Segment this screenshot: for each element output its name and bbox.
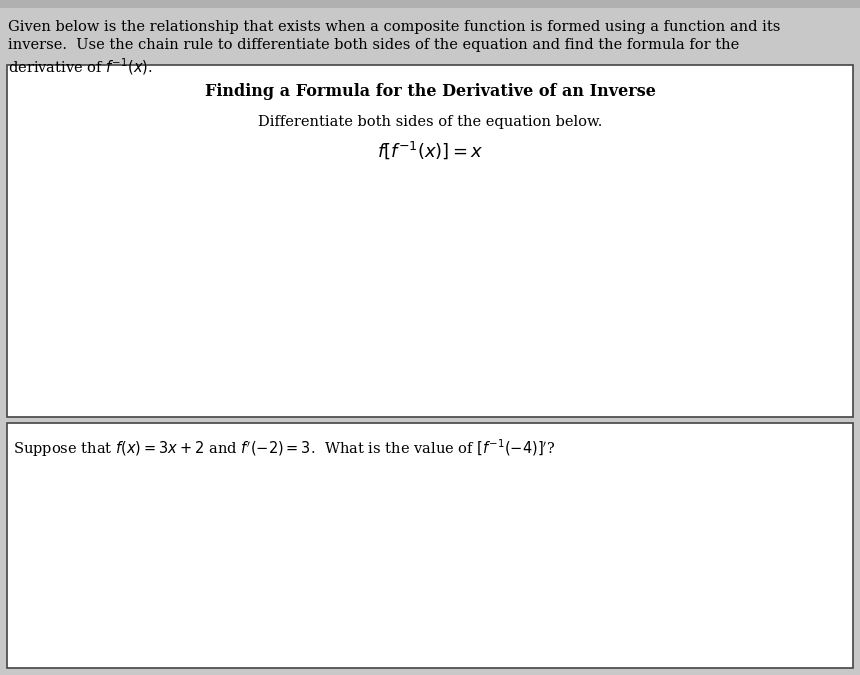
Text: derivative of $f^{-1}(x)$.: derivative of $f^{-1}(x)$. — [8, 56, 153, 77]
FancyBboxPatch shape — [7, 423, 853, 668]
Text: Differentiate both sides of the equation below.: Differentiate both sides of the equation… — [258, 115, 602, 129]
Text: Suppose that $f(x) = 3x + 2$ and $f'(-2) = 3$.  What is the value of $[f^{-1}(-4: Suppose that $f(x) = 3x + 2$ and $f'(-2)… — [13, 437, 556, 459]
FancyBboxPatch shape — [7, 65, 853, 417]
Text: inverse.  Use the chain rule to differentiate both sides of the equation and fin: inverse. Use the chain rule to different… — [8, 38, 740, 52]
Text: Given below is the relationship that exists when a composite function is formed : Given below is the relationship that exi… — [8, 20, 780, 34]
Text: $f[f^{-1}(x)] = x$: $f[f^{-1}(x)] = x$ — [377, 139, 483, 161]
Bar — [0, 0, 860, 8]
Text: Finding a Formula for the Derivative of an Inverse: Finding a Formula for the Derivative of … — [205, 83, 655, 100]
